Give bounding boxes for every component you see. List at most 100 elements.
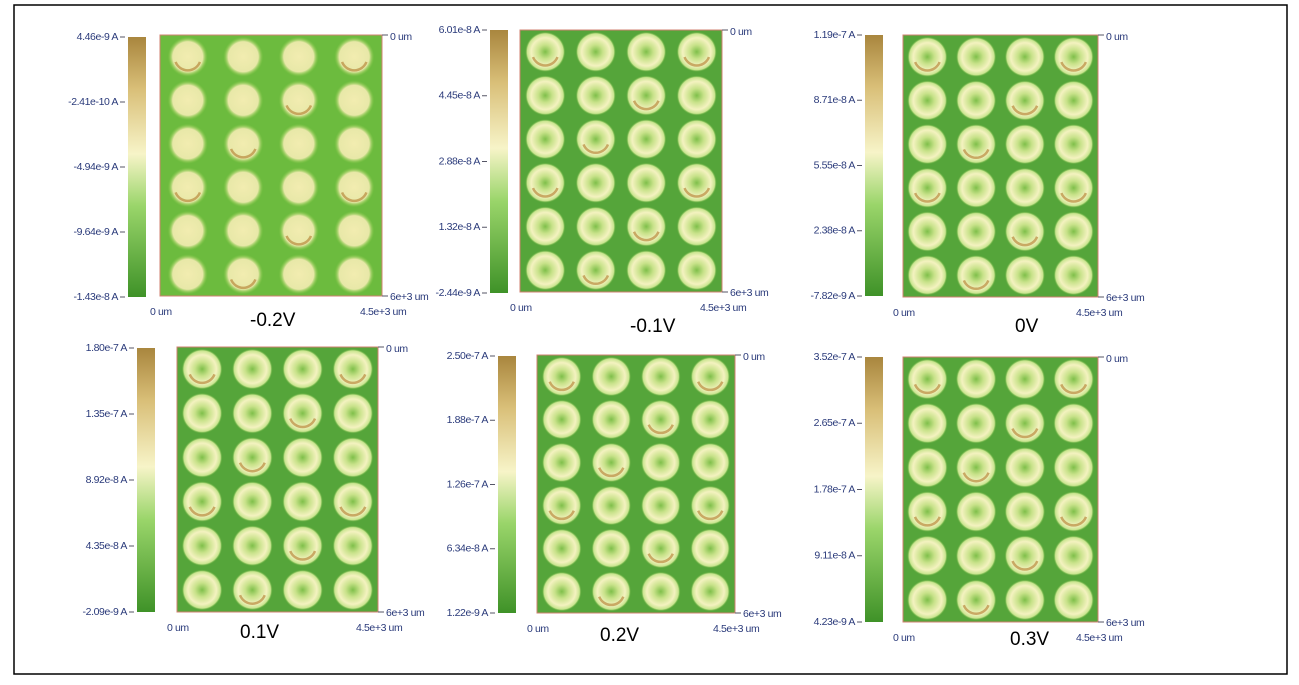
colorbar-tick-label: 4.35e-8 A [86, 540, 128, 552]
spot [232, 393, 273, 434]
spot [1054, 255, 1094, 295]
colorbar-tick-label: 1.32e-8 A [439, 221, 481, 233]
panel-label: 0.3V [1010, 629, 1049, 650]
spot [542, 529, 582, 569]
colorbar-tick-label: 4.46e-9 A [77, 31, 119, 43]
x-axis-start: 0 um [893, 632, 915, 644]
y-axis-end: 6e+3 um [390, 291, 429, 303]
spot [182, 570, 223, 611]
panel-label: 0.2V [600, 625, 639, 646]
colorbar-tick-label: 2.38e-8 A [814, 225, 856, 237]
colorbar-tick-label: 5.55e-8 A [814, 159, 856, 171]
panel-label: 0V [1015, 316, 1039, 337]
spot [334, 80, 374, 120]
spot [279, 167, 319, 207]
spot [956, 37, 996, 77]
spot [334, 124, 374, 164]
x-axis-end: 4.5e+3 um [360, 306, 407, 318]
colorbar-tick-label: 2.88e-8 A [439, 155, 481, 167]
colorbar [498, 356, 516, 613]
spot [626, 32, 666, 72]
x-axis-start: 0 um [510, 302, 532, 314]
spot [279, 37, 319, 77]
spot [907, 403, 948, 444]
colorbar-tick-label: 8.92e-8 A [86, 474, 128, 486]
x-axis-end: 4.5e+3 um [713, 623, 760, 635]
spot [690, 572, 730, 612]
colorbar-tick-label: 1.80e-7 A [86, 342, 128, 354]
spot [232, 349, 273, 390]
spot [1005, 124, 1045, 164]
spot [690, 529, 730, 569]
x-axis-end: 4.5e+3 um [356, 622, 403, 634]
y-axis-start: 0 um [730, 26, 752, 38]
y-axis-end: 6e+3 um [386, 607, 425, 619]
spot [641, 486, 681, 526]
spot [956, 535, 997, 576]
spot [279, 254, 319, 294]
panel-label: 0.1V [240, 622, 279, 643]
spot [232, 481, 273, 522]
spot [542, 400, 582, 440]
colorbar-tick-label: 1.22e-9 A [447, 607, 489, 619]
x-axis-start: 0 um [893, 307, 915, 319]
colorbar-tick-label: -1.43e-8 A [74, 291, 119, 303]
spot [168, 211, 208, 251]
spot [1005, 447, 1046, 488]
spot [956, 359, 997, 400]
colorbar [490, 30, 508, 293]
spot [232, 525, 273, 566]
spot [956, 211, 996, 251]
colorbar-tick-label: 2.65e-7 A [814, 417, 856, 429]
panel-label: -0.2V [250, 310, 296, 331]
x-axis-end: 4.5e+3 um [1076, 307, 1123, 319]
spot [626, 250, 666, 290]
panel-label: -0.1V [630, 316, 676, 337]
spot [168, 124, 208, 164]
spot [1054, 80, 1094, 120]
spot [1054, 124, 1094, 164]
colorbar-tick-label: 6.01e-8 A [439, 24, 481, 36]
y-axis-start: 0 um [1106, 31, 1128, 43]
spot [223, 211, 263, 251]
spot [907, 535, 948, 576]
spot [956, 403, 997, 444]
y-axis-end: 6e+3 um [1106, 292, 1145, 304]
spot [282, 349, 323, 390]
x-axis-start: 0 um [167, 622, 189, 634]
y-axis-start: 0 um [390, 31, 412, 43]
spot [333, 570, 374, 611]
spot [576, 75, 616, 115]
x-axis-start: 0 um [150, 306, 172, 318]
y-axis-end: 6e+3 um [743, 608, 782, 620]
colorbar-tick-label: -4.94e-9 A [74, 161, 119, 173]
spot [907, 255, 947, 295]
figure: 4.46e-9 A-2.41e-10 A-4.94e-9 A-9.64e-9 A… [0, 0, 1299, 680]
spot [576, 163, 616, 203]
spot [907, 124, 947, 164]
x-axis-end: 4.5e+3 um [1076, 632, 1123, 644]
spot [591, 357, 631, 397]
spot [1005, 168, 1045, 208]
colorbar-tick-label: -2.09e-9 A [83, 606, 128, 618]
colorbar-tick-label: 4.23e-9 A [814, 616, 856, 628]
colorbar-tick-label: 1.35e-7 A [86, 408, 128, 420]
spot [677, 119, 717, 159]
spot [677, 75, 717, 115]
spot [542, 443, 582, 483]
colorbar-tick-label: 4.45e-8 A [439, 90, 481, 102]
spot [1053, 447, 1094, 488]
colorbar-tick-label: 1.26e-7 A [447, 478, 489, 490]
colorbar-tick-label: 1.19e-7 A [814, 29, 856, 41]
spot [334, 254, 374, 294]
colorbar-tick-label: 3.52e-7 A [814, 351, 856, 363]
colorbar-tick-label: -9.64e-9 A [74, 226, 119, 238]
colorbar-tick-label: 1.88e-7 A [447, 414, 489, 426]
colorbar-tick-label: 8.71e-8 A [814, 94, 856, 106]
spot [525, 250, 565, 290]
y-axis-start: 0 um [386, 343, 408, 355]
spot [576, 32, 616, 72]
spot [1005, 255, 1045, 295]
spot [182, 525, 223, 566]
spot [182, 393, 223, 434]
